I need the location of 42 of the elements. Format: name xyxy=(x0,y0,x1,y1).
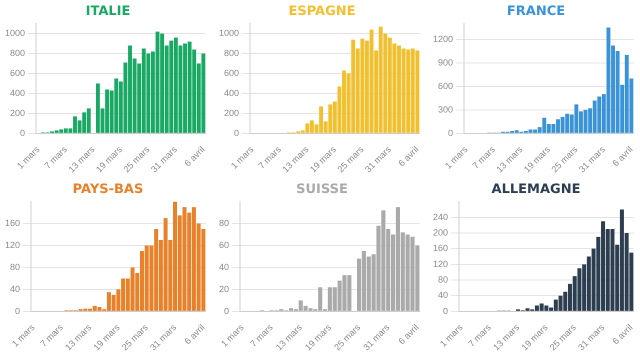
chart-title: ESPAGNE xyxy=(288,4,356,20)
y-tick-label: 240 xyxy=(432,212,448,222)
bar xyxy=(415,50,420,133)
y-tick-label: 1000 xyxy=(218,28,240,38)
y-tick-label: 600 xyxy=(10,68,26,78)
y-tick-label: 1200 xyxy=(432,34,454,44)
y-tick-label: 80 xyxy=(438,274,448,284)
y-tick-label: 160 xyxy=(4,218,20,228)
bar xyxy=(201,54,206,133)
y-tick-label: 0 xyxy=(15,306,20,316)
y-tick-label: 0 xyxy=(234,128,240,138)
y-tick-label: 200 xyxy=(432,227,448,238)
y-tick-label: 400 xyxy=(224,88,240,98)
y-tick-label: 800 xyxy=(10,48,26,58)
y-tick-label: 200 xyxy=(224,108,240,118)
y-tick-label: 600 xyxy=(438,80,454,91)
y-tick-label: 900 xyxy=(438,57,454,68)
chart-title: PAYS-BAS xyxy=(72,182,144,198)
y-tick-label: 120 xyxy=(4,240,20,250)
y-tick-label: 400 xyxy=(10,88,26,98)
y-tick-label: 0 xyxy=(443,306,448,316)
y-tick-label: 80 xyxy=(218,218,230,228)
y-tick-label: 120 xyxy=(432,258,448,269)
y-tick-label: 200 xyxy=(10,108,26,118)
chart-title: ALLEMAGNE xyxy=(492,182,580,198)
y-tick-label: 600 xyxy=(224,68,240,78)
y-tick-label: 40 xyxy=(438,290,448,300)
y-tick-label: 0 xyxy=(448,128,454,138)
y-tick-label: 0 xyxy=(224,306,230,316)
y-tick-label: 0 xyxy=(20,128,26,138)
y-tick-label: 160 xyxy=(432,243,448,254)
y-tick-label: 300 xyxy=(438,104,454,114)
y-tick-label: 80 xyxy=(10,262,20,272)
chart-title: ITALIE xyxy=(86,4,130,20)
chart-title: SUISSE xyxy=(296,182,348,198)
y-tick-label: 60 xyxy=(218,240,230,250)
y-tick-label: 800 xyxy=(224,48,240,58)
y-tick-label: 40 xyxy=(218,262,230,272)
y-tick-label: 40 xyxy=(10,284,20,294)
y-tick-label: 1000 xyxy=(4,28,26,38)
y-tick-label: 20 xyxy=(218,284,230,294)
chart-title: FRANCE xyxy=(506,4,566,20)
